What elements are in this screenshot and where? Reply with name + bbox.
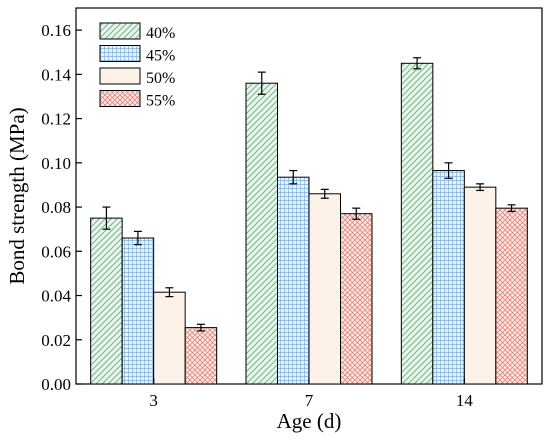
- x-tick-label: 14: [456, 391, 474, 410]
- bar: [121, 237, 155, 385]
- bars-layer: [90, 57, 528, 385]
- bar: [400, 62, 434, 385]
- x-tick-label: 7: [305, 391, 314, 410]
- bar: [308, 193, 341, 385]
- bar: [495, 207, 528, 385]
- legend-label: 40%: [146, 25, 175, 42]
- x-axis: 3 7 14: [149, 378, 473, 410]
- legend-swatch: [99, 22, 141, 40]
- y-tick-label: 0.06: [41, 242, 71, 261]
- y-tick-label: 0.16: [41, 21, 71, 40]
- legend: 40% 45% 50% 55%: [99, 22, 175, 110]
- bar: [184, 327, 218, 385]
- y-tick-label: 0.00: [41, 375, 71, 394]
- bar: [153, 291, 186, 385]
- y-axis-title: Bond strength (MPa): [5, 107, 29, 284]
- y-tick-label: 0.10: [41, 154, 71, 173]
- legend-label: 50%: [146, 70, 175, 87]
- x-axis-title: Age (d): [277, 409, 342, 433]
- legend-label: 45%: [146, 48, 175, 65]
- y-tick-label: 0.08: [41, 198, 71, 217]
- bar: [245, 82, 278, 385]
- y-tick-label: 0.04: [41, 287, 71, 306]
- legend-swatch: [99, 45, 141, 62]
- legend-swatch: [99, 90, 141, 107]
- legend-swatch: [99, 67, 141, 85]
- y-tick-label: 0.14: [41, 65, 71, 84]
- y-tick-label: 0.02: [41, 331, 71, 350]
- y-axis: 0.00 0.02 0.04 0.06 0.08 0.10 0.12 0.14 0.16: [41, 21, 82, 394]
- legend-label: 55%: [146, 93, 175, 110]
- y-tick-label: 0.12: [41, 110, 71, 129]
- bar: [463, 186, 497, 385]
- bar: [432, 170, 465, 385]
- bar: [90, 217, 123, 385]
- x-tick-label: 3: [149, 391, 158, 410]
- bar: [340, 213, 373, 385]
- bar: [277, 176, 310, 385]
